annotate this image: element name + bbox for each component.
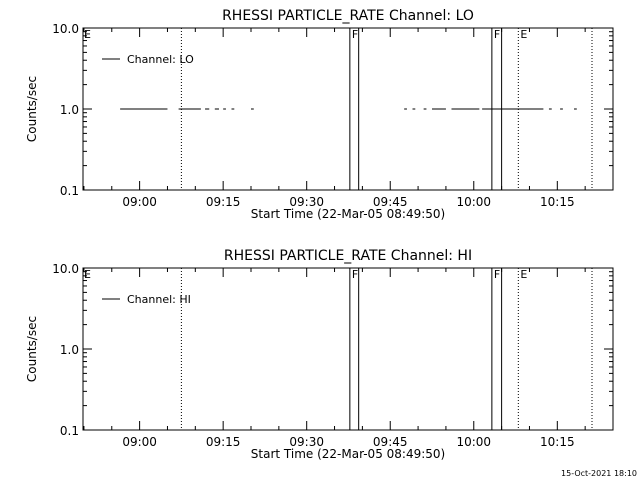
y-tick-label: 0.1 — [60, 184, 79, 198]
x-tick-label: 09:00 — [122, 435, 157, 449]
x-tick-label: 09:00 — [122, 195, 157, 209]
x-tick-label: 09:30 — [289, 195, 324, 209]
x-tick-label: 09:45 — [373, 195, 408, 209]
marker-label: E — [520, 268, 527, 281]
x-tick-label: 09:30 — [289, 435, 324, 449]
y-tick-label: 1.0 — [60, 103, 79, 117]
x-axis-label: Start Time (22-Mar-05 08:49:50) — [251, 447, 445, 461]
x-tick-label: 09:15 — [206, 195, 241, 209]
marker-label: F — [352, 268, 358, 281]
marker-label: E — [84, 28, 91, 41]
x-tick-label: 10:15 — [540, 195, 575, 209]
chart-title: RHESSI PARTICLE_RATE Channel: HI — [224, 248, 472, 264]
y-axis-label: Counts/sec — [25, 76, 39, 142]
y-tick-label: 10.0 — [52, 262, 79, 276]
x-tick-label: 10:00 — [456, 435, 491, 449]
footer-timestamp: 15-Oct-2021 18:10 — [561, 469, 637, 478]
y-tick-label: 10.0 — [52, 22, 79, 36]
legend-label: Channel: HI — [127, 293, 191, 306]
marker-label: F — [494, 28, 500, 41]
marker-label: E — [520, 28, 527, 41]
y-axis-label: Counts/sec — [25, 316, 39, 382]
x-tick-label: 10:15 — [540, 435, 575, 449]
x-axis-label: Start Time (22-Mar-05 08:49:50) — [251, 207, 445, 221]
x-tick-label: 10:00 — [456, 195, 491, 209]
chart-title: RHESSI PARTICLE_RATE Channel: LO — [222, 8, 474, 24]
x-tick-label: 09:45 — [373, 435, 408, 449]
chart-panel-hi: RHESSI PARTICLE_RATE Channel: HI Start Ti… — [25, 248, 614, 461]
legend-label: Channel: LO — [127, 53, 194, 66]
x-tick-label: 09:15 — [206, 435, 241, 449]
marker-label: F — [352, 28, 358, 41]
y-tick-label: 1.0 — [60, 343, 79, 357]
marker-label: F — [494, 268, 500, 281]
chart-panel-lo: RHESSI PARTICLE_RATE Channel: LO Start Ti… — [25, 8, 614, 221]
marker-label: E — [84, 268, 91, 281]
y-tick-label: 0.1 — [60, 424, 79, 438]
